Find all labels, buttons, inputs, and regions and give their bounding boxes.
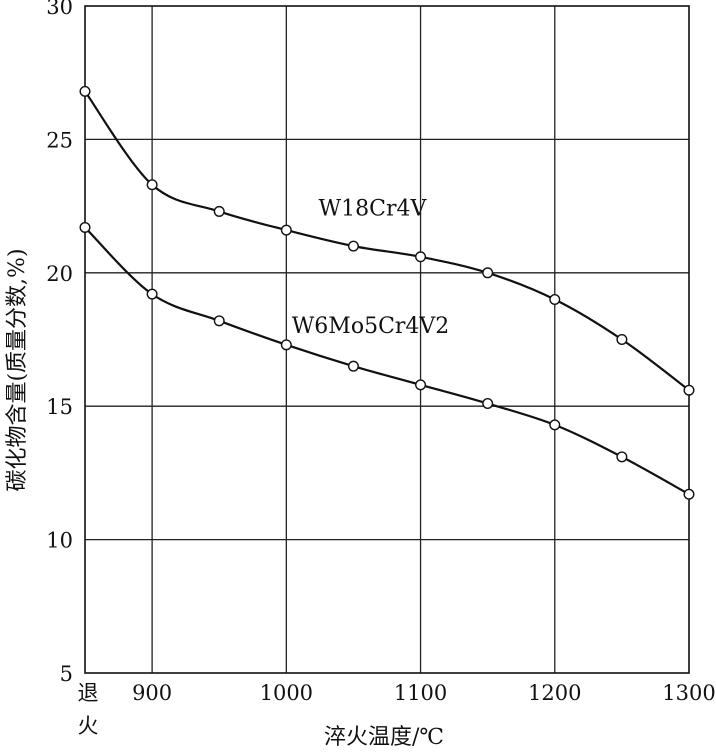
data-point	[146, 179, 158, 191]
y-tick-label: 30	[46, 0, 73, 19]
data-point	[347, 240, 359, 252]
data-point	[280, 224, 292, 236]
data-point	[280, 339, 292, 351]
y-tick-label: 15	[46, 395, 73, 419]
x-tick-label: 1100	[394, 681, 447, 705]
data-point	[616, 451, 628, 463]
data-point	[482, 267, 494, 279]
plot-border	[84, 5, 690, 674]
label-W18Cr4V: W18Cr4V	[319, 196, 428, 221]
data-point	[213, 315, 225, 327]
data-point	[79, 85, 91, 97]
data-point	[683, 384, 695, 396]
series-labels: W18Cr4V W6Mo5Cr4V2	[292, 196, 450, 338]
label-W6Mo5Cr4V2: W6Mo5Cr4V2	[292, 314, 450, 339]
data-point	[616, 334, 628, 346]
series-line-W6Mo5Cr4V2	[84, 226, 690, 496]
x-axis-title: 淬火温度/℃	[324, 725, 444, 750]
x-tick-label: 900	[132, 681, 172, 705]
series-layer	[79, 85, 695, 500]
x-tick-label: 退火	[78, 681, 99, 738]
data-point	[549, 419, 561, 431]
data-point	[683, 488, 695, 500]
x-tick-label: 1300	[662, 681, 715, 705]
data-point	[213, 205, 225, 217]
grid	[85, 6, 689, 673]
x-tick-label: 1200	[528, 681, 581, 705]
x-tick-labels: 退火 900 1000 1100 1200 1300	[78, 681, 716, 738]
data-point	[482, 398, 494, 410]
series-line-W18Cr4V	[84, 90, 690, 392]
data-point	[415, 379, 427, 391]
y-tick-label: 5	[60, 662, 73, 686]
y-axis-title: 碳化物含量(质量分数,%)	[5, 248, 30, 491]
data-point	[347, 360, 359, 372]
x-tick-label: 1000	[260, 681, 313, 705]
y-tick-label: 20	[46, 262, 73, 286]
data-point	[415, 251, 427, 263]
y-tick-labels: 5 10 15 20 25 30	[46, 0, 73, 686]
data-point	[79, 221, 91, 233]
data-point	[146, 288, 158, 300]
plot-frame	[84, 5, 690, 674]
y-tick-label: 10	[46, 529, 73, 553]
y-tick-label: 25	[46, 128, 73, 152]
data-point	[549, 293, 561, 305]
